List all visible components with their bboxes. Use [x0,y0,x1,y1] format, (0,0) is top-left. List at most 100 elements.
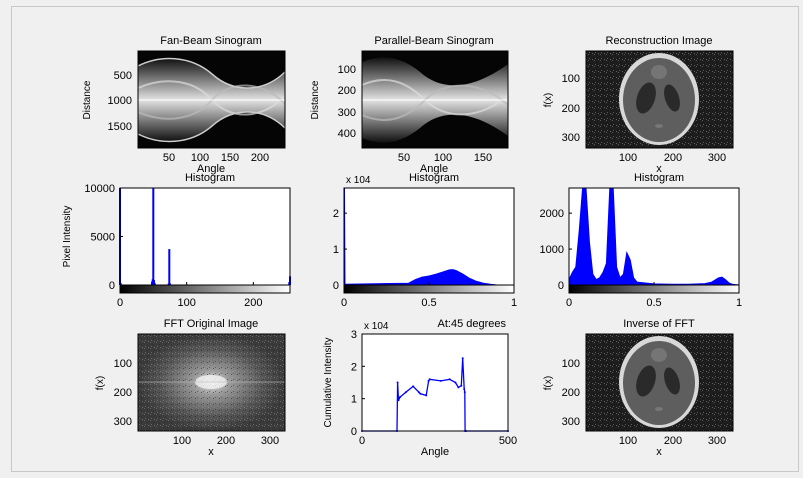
y-tick-label: 100 [562,73,580,85]
y-tick-label: 200 [338,85,356,97]
y-tick-label: 2 [333,208,339,220]
y-tick-label: 3 [351,329,357,341]
x-tick-label: 100 [173,435,191,447]
x-axis-label: Angle [421,446,449,458]
data-point [397,399,400,402]
panel-fan-beam-sinogram: Fan-Beam Sinogram 500 1000 1500 50 100 1… [82,35,286,175]
y-axis-label: Distance [310,80,321,119]
data-point [463,388,466,390]
x-tick-label: 0.5 [646,297,661,309]
histogram-bar [168,249,171,285]
phantom-image [586,334,733,431]
y-tick-label: 0 [333,280,339,292]
x-tick-label: 0 [359,435,365,447]
x-tick-label: 500 [499,435,517,447]
x-tick-label: 300 [261,435,279,447]
y-tick-label: 0 [109,280,115,292]
plot-area [569,188,739,285]
axes-frame [361,333,509,432]
x-axis-label: x [656,446,662,458]
y-tick-label: 1500 [108,121,132,133]
x-axis-label: Angle [420,163,448,175]
panel-title: Inverse of FFT [623,318,695,330]
y-tick-label: 2 [351,361,357,373]
x-tick-label: 0 [341,297,347,309]
y-tick-label: 300 [562,416,580,428]
sinogram-image [137,51,286,148]
y-tick-label: 1000 [540,244,564,256]
data-point [404,391,407,394]
chart-title: Histogram [409,172,459,184]
y-tick-label: 100 [114,358,132,370]
y-tick-label: 5000 [91,232,115,244]
chart-title: Histogram [634,172,684,184]
y-tick-label: 1 [351,394,357,406]
grayscale-colorbar [119,284,291,294]
data-point [412,385,415,388]
panel-fft-original-image: FFT Original Image 100 200 300 100 200 3… [95,318,286,458]
x-tick-label: 100 [619,152,637,164]
x-axis-label: Angle [197,163,225,175]
y-axis-label: f(x) [95,376,106,390]
axis-exponent-label: x 104 [346,175,371,186]
x-axis-label: x [208,446,214,458]
y-tick-label: 0 [351,426,357,438]
x-tick-label: 100 [191,152,209,164]
x-tick-label: 300 [708,435,726,447]
y-axis-label: Distance [82,80,93,119]
x-axis-label: x [656,163,662,175]
panel-cumulative-intensity: At:45 degrees x 104 0 1 2 3 0 500 Angle Cumulativ… [323,318,517,458]
y-tick-label: 300 [562,132,580,144]
panel-histogram-1: Histogram 0 5000 10000 0 100 200 Pixel Intensit… [62,172,291,309]
histogram-bar [169,283,171,285]
x-tick-label: 300 [708,152,726,164]
y-tick-label: 100 [562,358,580,370]
data-point [428,378,431,381]
chart-title: Histogram [185,172,235,184]
x-tick-label: 200 [664,152,682,164]
plot-area [120,188,290,285]
x-tick-label: 50 [398,152,410,164]
panel-title: Reconstruction Image [606,35,713,47]
panel-inverse-of-fft: Inverse of FFT 100 200 300 100 200 300 x… [543,318,734,458]
data-point [454,381,457,384]
axis-exponent-label: x 104 [364,321,389,332]
x-tick-label: 100 [434,152,452,164]
x-tick-label: 0 [566,297,572,309]
y-tick-label: 10000 [84,183,115,195]
chart-title: At:45 degrees [438,318,507,330]
x-tick-label: 150 [221,152,239,164]
y-tick-label: 200 [114,387,132,399]
data-point [425,394,428,397]
y-tick-label: 1000 [108,95,132,107]
panel-title: Fan-Beam Sinogram [160,35,262,47]
y-tick-label: 100 [338,64,356,76]
panel-reconstruction-image: Reconstruction Image 100 200 300 100 200… [543,35,734,175]
panel-title: FFT Original Image [164,318,259,330]
data-point [396,381,399,384]
data-point [399,396,401,399]
x-tick-label: 200 [217,435,235,447]
y-tick-label: 200 [562,103,580,115]
histogram-area [343,187,498,286]
plot-area [362,334,508,431]
histogram-bar [153,280,155,285]
y-tick-label: 300 [114,416,132,428]
plot-area [344,188,514,285]
grayscale-colorbar [343,284,515,294]
y-axis-label: Cumulative Intensity [323,337,334,427]
fft-image [138,334,285,431]
panel-title: Parallel-Beam Sinogram [374,35,493,47]
x-tick-label: 100 [178,297,196,309]
data-point [460,384,463,387]
x-tick-label: 200 [664,435,682,447]
data-point [427,379,430,382]
data-point [463,391,466,394]
y-tick-label: 1 [333,244,339,256]
data-point [419,392,422,395]
panel-parallel-beam-sinogram: Parallel-Beam Sinogram 100 200 300 400 5… [310,35,509,175]
x-tick-label: 100 [619,435,637,447]
grayscale-colorbar [568,284,740,294]
x-tick-label: 0 [117,297,123,309]
